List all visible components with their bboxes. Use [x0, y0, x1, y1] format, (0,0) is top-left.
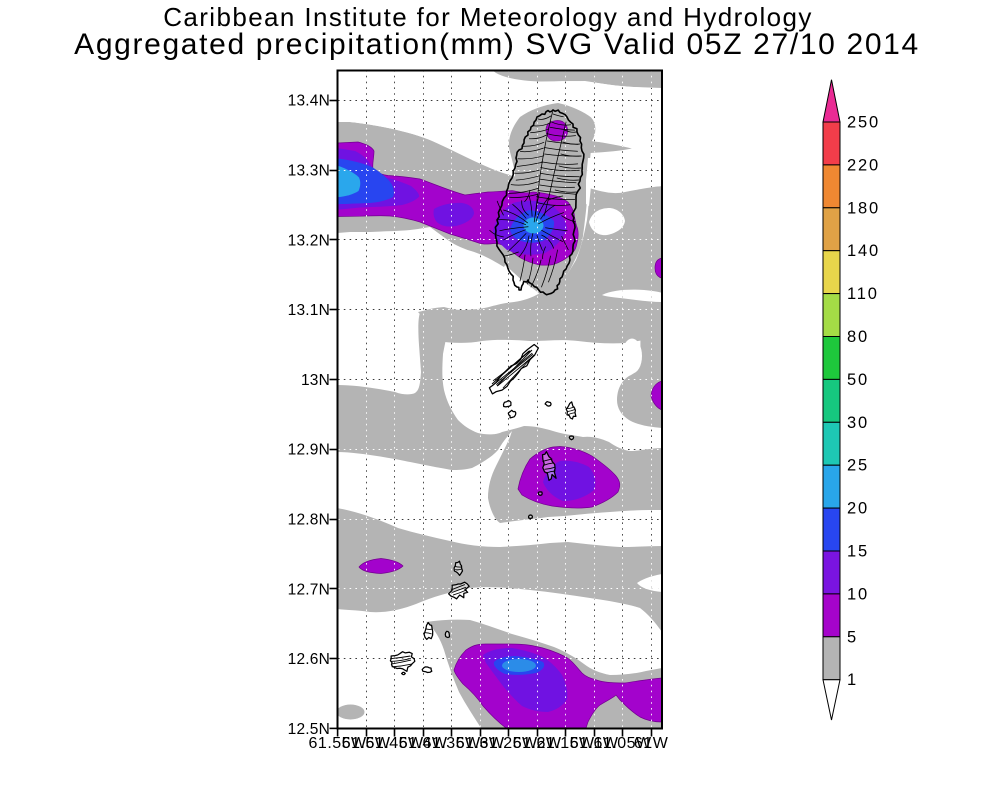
svg-text:13N: 13N	[301, 372, 330, 389]
svg-text:13.4N: 13.4N	[288, 93, 330, 110]
svg-text:61.3W: 61.3W	[456, 735, 505, 752]
svg-text:80: 80	[847, 328, 869, 346]
svg-text:61.15W: 61.15W	[537, 735, 596, 752]
svg-text:Caribbean Institute for Meteor: Caribbean Institute for Meteorology and …	[163, 2, 813, 32]
svg-text:25: 25	[847, 457, 869, 475]
svg-text:13.1N: 13.1N	[288, 302, 330, 319]
svg-text:10: 10	[847, 585, 869, 603]
svg-text:12.6N: 12.6N	[288, 651, 330, 668]
svg-text:50: 50	[847, 371, 869, 389]
svg-text:61.2W: 61.2W	[513, 735, 562, 752]
svg-text:140: 140	[847, 242, 880, 260]
svg-text:30: 30	[847, 414, 869, 432]
svg-text:1: 1	[847, 671, 858, 689]
svg-text:61.35W: 61.35W	[423, 735, 482, 752]
svg-text:61.1W: 61.1W	[570, 735, 619, 752]
svg-text:13.3N: 13.3N	[288, 163, 330, 180]
svg-text:220: 220	[847, 156, 880, 174]
svg-text:15: 15	[847, 543, 869, 561]
svg-text:12.9N: 12.9N	[288, 442, 330, 459]
svg-text:250: 250	[847, 114, 880, 132]
svg-text:61.25W: 61.25W	[480, 735, 539, 752]
svg-text:61.45W: 61.45W	[366, 735, 425, 752]
svg-text:110: 110	[847, 285, 879, 303]
svg-text:180: 180	[847, 199, 880, 217]
svg-text:13.2N: 13.2N	[288, 232, 330, 249]
svg-text:61.4W: 61.4W	[399, 735, 448, 752]
svg-text:20: 20	[847, 500, 869, 518]
svg-text:12.7N: 12.7N	[288, 581, 330, 598]
svg-text:61.05W: 61.05W	[594, 735, 653, 752]
svg-text:61.5W: 61.5W	[342, 735, 391, 752]
svg-text:Aggregated precipitation(mm) S: Aggregated precipitation(mm) SVG Valid 0…	[74, 28, 920, 61]
svg-text:61W: 61W	[634, 735, 669, 752]
svg-text:12.5N: 12.5N	[288, 721, 330, 738]
svg-text:61.55W: 61.55W	[309, 735, 368, 752]
svg-text:5: 5	[847, 628, 858, 646]
svg-text:12.8N: 12.8N	[288, 512, 330, 529]
